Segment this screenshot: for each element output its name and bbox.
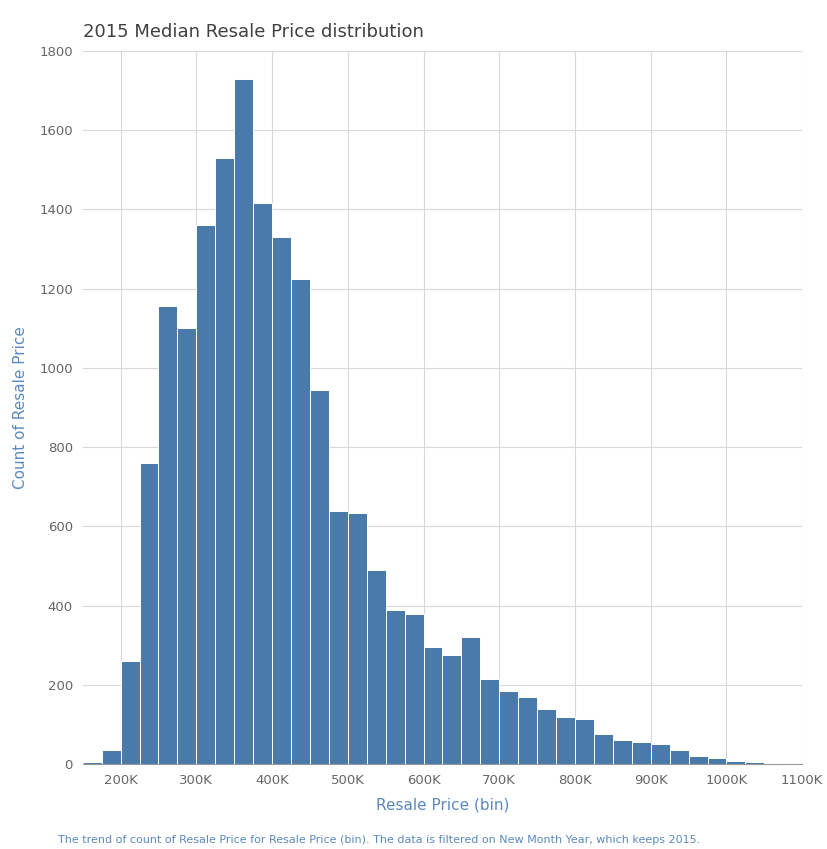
Bar	[348, 513, 366, 764]
Bar	[480, 679, 500, 764]
Bar	[329, 510, 348, 764]
Bar	[159, 306, 177, 764]
Bar	[500, 691, 519, 764]
Bar	[83, 762, 102, 764]
Bar	[745, 762, 764, 764]
Bar	[366, 570, 385, 764]
Bar	[385, 610, 404, 764]
Bar	[215, 158, 234, 764]
Bar	[726, 761, 745, 764]
Bar	[708, 758, 726, 764]
Bar	[253, 204, 272, 764]
Bar	[234, 79, 253, 764]
Y-axis label: Count of Resale Price: Count of Resale Price	[13, 326, 28, 489]
Bar	[537, 709, 556, 764]
Bar	[140, 463, 159, 764]
Bar	[689, 756, 708, 764]
Bar	[102, 751, 121, 764]
Bar	[519, 697, 537, 764]
Bar	[594, 734, 613, 764]
Bar	[121, 661, 140, 764]
Bar	[632, 742, 651, 764]
Bar	[291, 278, 310, 764]
Bar	[613, 740, 632, 764]
Bar	[423, 647, 442, 764]
Text: The trend of count of Resale Price for Resale Price (bin). The data is filtered : The trend of count of Resale Price for R…	[58, 835, 700, 845]
Bar	[177, 329, 196, 764]
Bar	[556, 717, 575, 764]
Text: 2015 Median Resale Price distribution: 2015 Median Resale Price distribution	[83, 23, 423, 41]
Bar	[575, 718, 594, 764]
Bar	[404, 614, 423, 764]
Bar	[310, 390, 329, 764]
Bar	[461, 638, 480, 764]
Bar	[651, 745, 670, 764]
Bar	[442, 655, 461, 764]
Bar	[196, 225, 215, 764]
Bar	[272, 237, 291, 764]
Bar	[670, 751, 689, 764]
X-axis label: Resale Price (bin): Resale Price (bin)	[375, 798, 509, 813]
Bar	[764, 763, 783, 764]
